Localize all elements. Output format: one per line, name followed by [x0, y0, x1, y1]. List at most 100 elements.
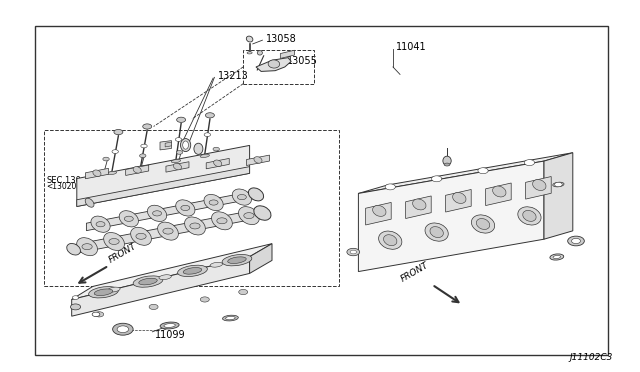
Circle shape [141, 144, 147, 148]
Ellipse shape [147, 205, 166, 221]
Ellipse shape [85, 198, 94, 207]
Ellipse shape [67, 243, 81, 255]
Circle shape [572, 238, 580, 244]
Ellipse shape [176, 200, 195, 216]
Polygon shape [125, 165, 148, 176]
Ellipse shape [164, 324, 175, 327]
FancyBboxPatch shape [35, 26, 608, 355]
Circle shape [95, 312, 104, 317]
Circle shape [109, 238, 119, 244]
Ellipse shape [254, 206, 271, 220]
Ellipse shape [194, 143, 203, 154]
Ellipse shape [254, 157, 262, 163]
Ellipse shape [180, 139, 191, 152]
Polygon shape [358, 161, 544, 272]
Polygon shape [206, 158, 229, 169]
Polygon shape [544, 153, 573, 239]
Ellipse shape [89, 286, 118, 298]
Circle shape [163, 228, 173, 234]
Circle shape [209, 200, 218, 205]
Circle shape [217, 218, 227, 224]
Polygon shape [406, 196, 431, 218]
Ellipse shape [523, 211, 536, 221]
Circle shape [478, 168, 488, 174]
Ellipse shape [246, 36, 253, 42]
Ellipse shape [232, 189, 252, 205]
Ellipse shape [183, 267, 202, 274]
Circle shape [143, 124, 152, 129]
Circle shape [140, 154, 146, 158]
Ellipse shape [443, 156, 451, 166]
Ellipse shape [159, 275, 172, 279]
Ellipse shape [430, 227, 444, 238]
Circle shape [190, 223, 200, 229]
Ellipse shape [93, 170, 101, 176]
Text: 13058: 13058 [266, 34, 296, 44]
Ellipse shape [214, 160, 222, 167]
Ellipse shape [131, 227, 152, 245]
Circle shape [181, 205, 190, 211]
Circle shape [177, 117, 186, 122]
Ellipse shape [133, 276, 163, 287]
Text: J11102C3: J11102C3 [570, 353, 613, 362]
Circle shape [350, 250, 356, 254]
Ellipse shape [268, 60, 280, 68]
Ellipse shape [200, 154, 209, 157]
Polygon shape [86, 191, 256, 231]
Ellipse shape [157, 222, 179, 240]
Polygon shape [77, 145, 250, 206]
Ellipse shape [257, 51, 262, 55]
Ellipse shape [94, 289, 113, 296]
Ellipse shape [444, 163, 450, 166]
Ellipse shape [204, 195, 223, 211]
Polygon shape [445, 189, 471, 212]
Circle shape [347, 248, 360, 256]
Circle shape [554, 182, 563, 187]
Ellipse shape [136, 166, 145, 169]
Circle shape [92, 312, 100, 317]
Ellipse shape [379, 231, 402, 249]
Circle shape [114, 129, 123, 135]
Ellipse shape [383, 235, 397, 246]
Ellipse shape [553, 256, 561, 259]
Circle shape [385, 184, 396, 190]
Circle shape [149, 304, 158, 310]
Ellipse shape [108, 171, 116, 174]
Circle shape [103, 157, 109, 161]
Ellipse shape [212, 212, 232, 230]
Polygon shape [165, 142, 172, 147]
Polygon shape [85, 169, 108, 179]
Ellipse shape [133, 167, 141, 173]
Polygon shape [525, 177, 551, 199]
Polygon shape [77, 167, 250, 206]
Text: 11099: 11099 [155, 330, 186, 340]
Circle shape [205, 113, 214, 118]
Circle shape [112, 150, 118, 154]
Ellipse shape [210, 262, 223, 267]
Circle shape [152, 211, 161, 216]
Polygon shape [166, 162, 189, 172]
Polygon shape [246, 155, 269, 166]
Circle shape [136, 233, 146, 239]
Polygon shape [256, 58, 291, 71]
Ellipse shape [532, 180, 546, 190]
Ellipse shape [228, 257, 246, 263]
Ellipse shape [518, 207, 541, 225]
Polygon shape [74, 209, 262, 254]
Circle shape [237, 195, 246, 200]
Circle shape [113, 323, 133, 335]
Ellipse shape [476, 218, 490, 230]
Polygon shape [365, 202, 391, 225]
Polygon shape [280, 50, 294, 58]
Polygon shape [358, 153, 573, 193]
Polygon shape [72, 244, 272, 299]
Circle shape [117, 326, 129, 333]
Circle shape [239, 289, 248, 295]
Ellipse shape [184, 217, 205, 235]
Text: FRONT: FRONT [399, 260, 431, 283]
Circle shape [524, 160, 534, 166]
Circle shape [204, 133, 211, 137]
Ellipse shape [77, 238, 97, 256]
Ellipse shape [425, 223, 448, 241]
Text: <13020+B>: <13020+B> [46, 182, 94, 191]
